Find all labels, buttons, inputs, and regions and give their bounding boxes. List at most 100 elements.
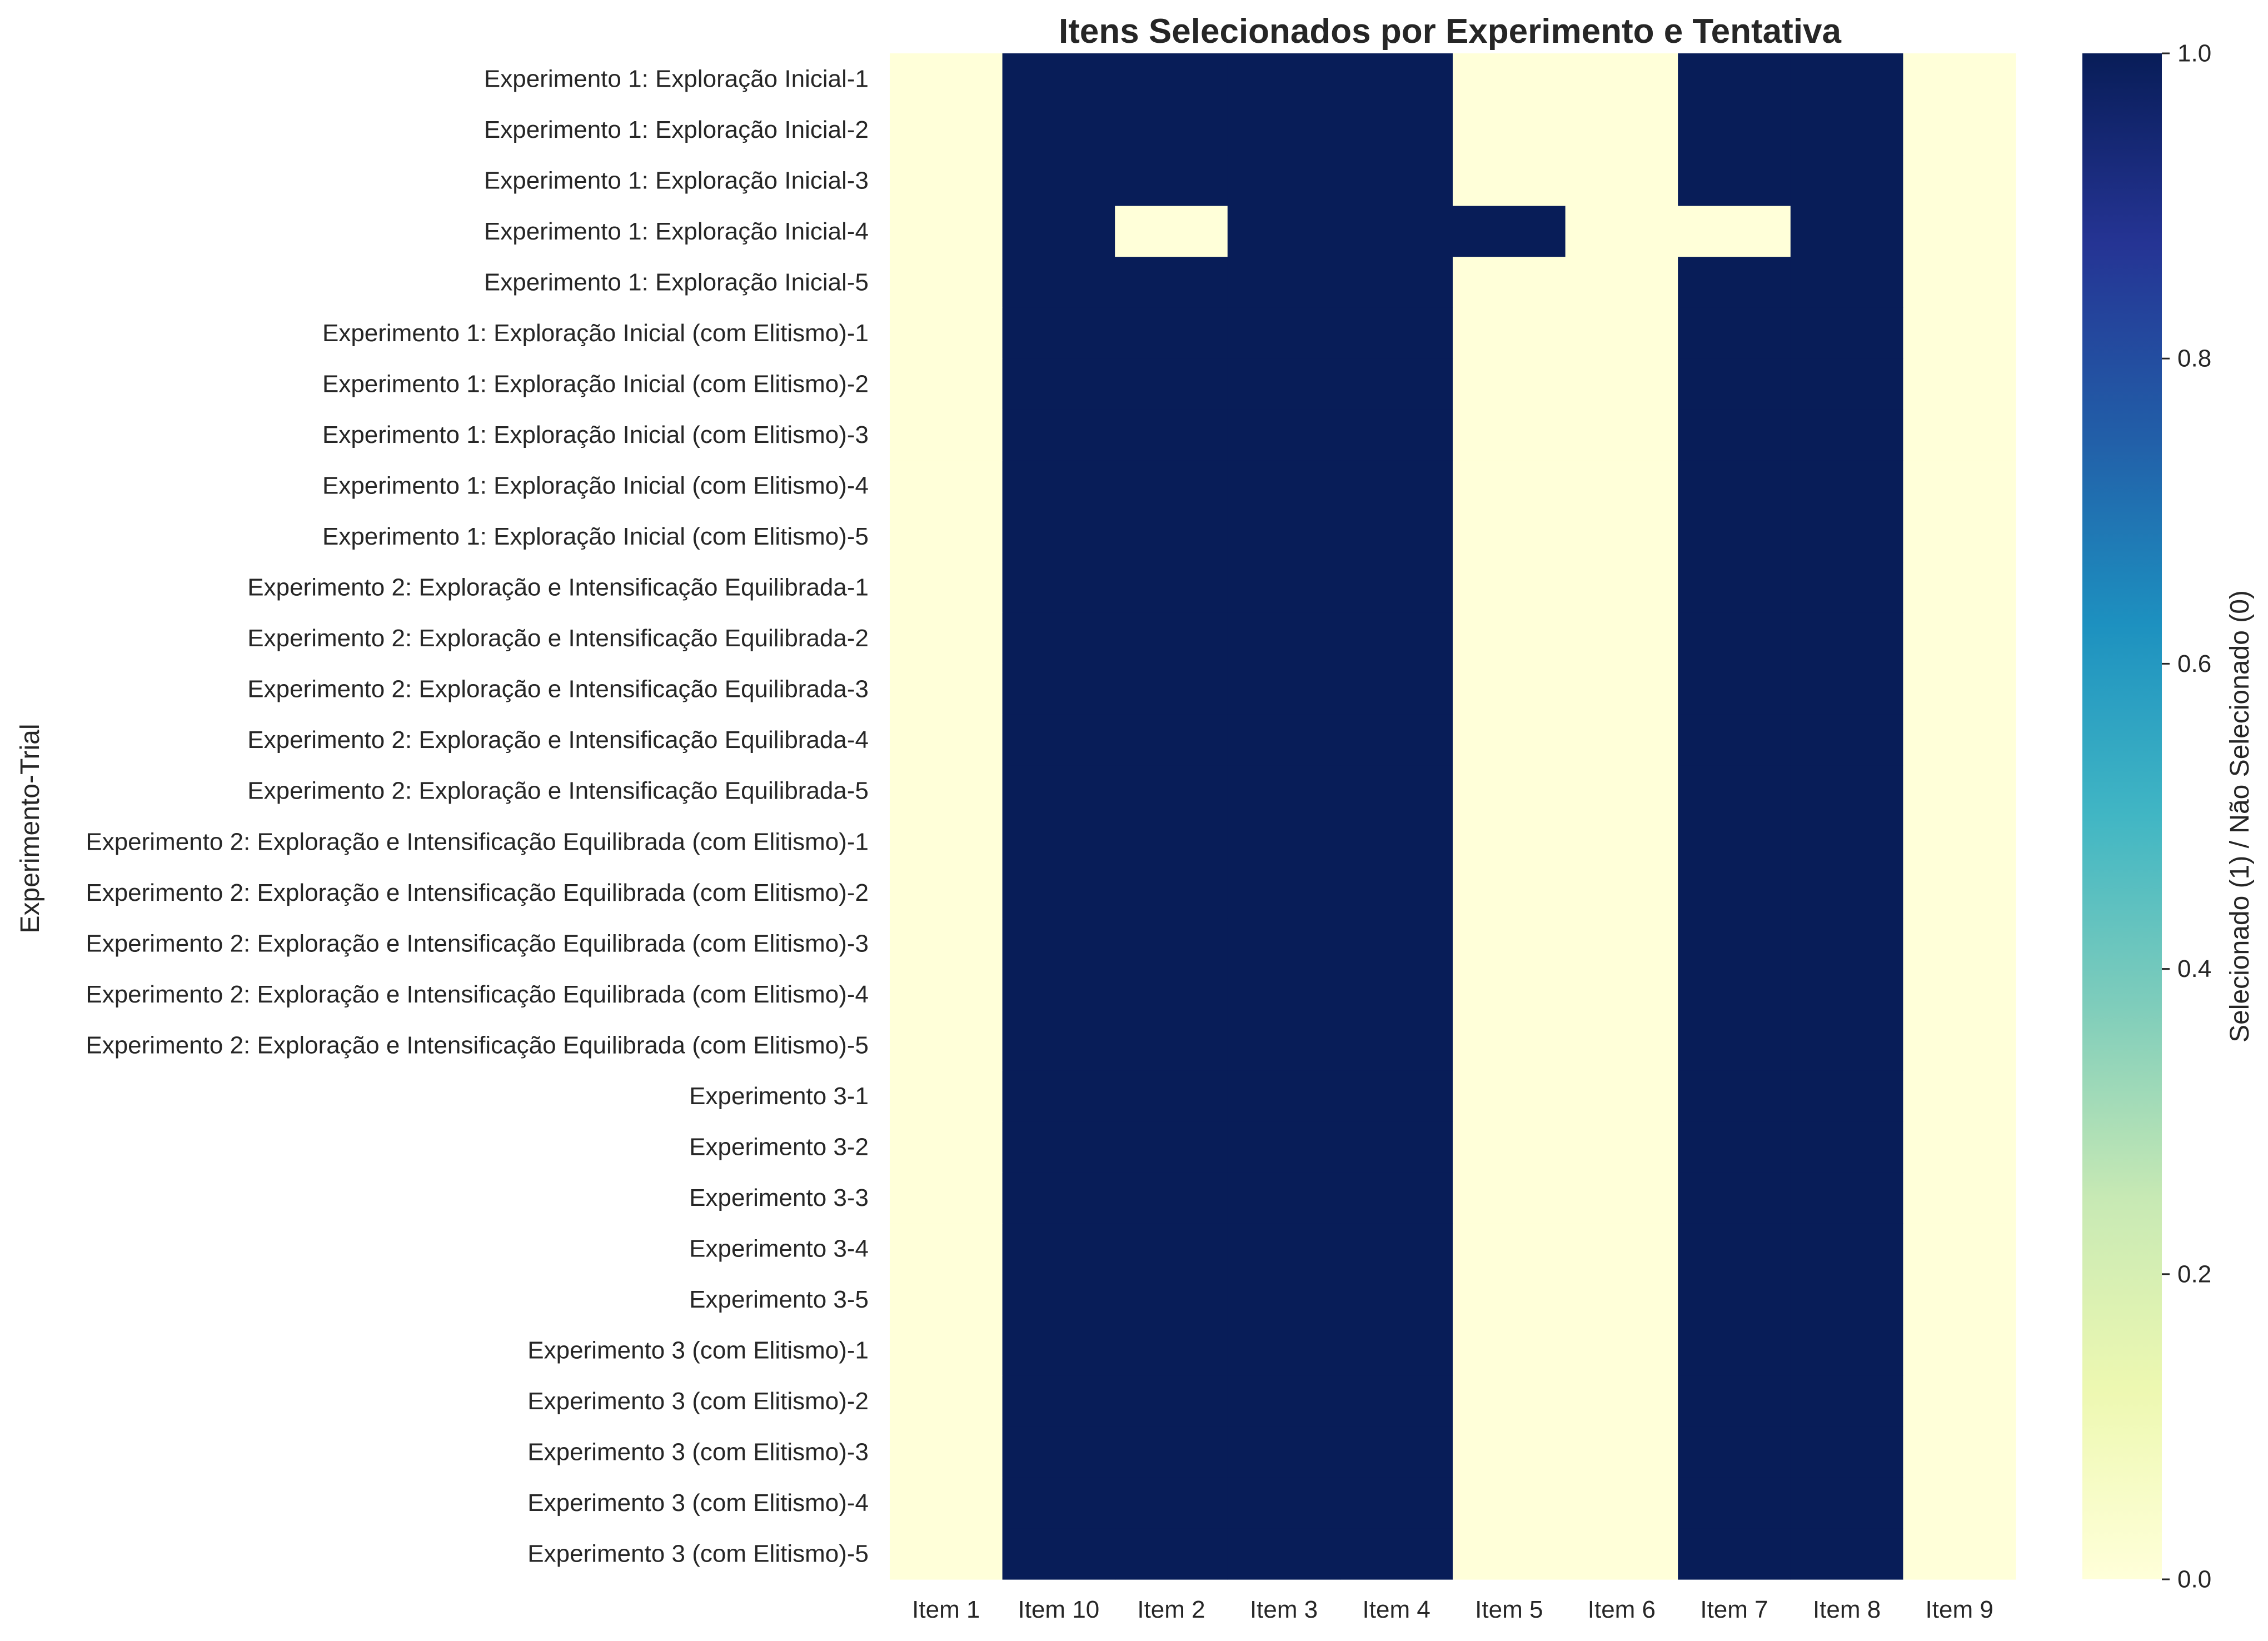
heatmap-cell bbox=[1340, 460, 1453, 512]
heatmap-cell bbox=[1565, 562, 1678, 613]
heatmap-cell bbox=[1565, 765, 1678, 817]
colorbar-gradient bbox=[2082, 53, 2162, 1579]
heatmap-cell bbox=[1227, 307, 1340, 359]
heatmap-cell bbox=[1790, 358, 1903, 410]
heatmap-cell bbox=[1903, 1223, 2016, 1275]
heatmap-cell bbox=[1678, 1375, 1791, 1427]
heatmap-cell bbox=[1115, 562, 1228, 613]
heatmap-cell bbox=[1002, 664, 1115, 715]
heatmap-cell bbox=[1678, 155, 1791, 207]
row-tick-label: Experimento 3 (com Elitismo)-3 bbox=[527, 1439, 869, 1466]
heatmap-cell bbox=[1678, 1121, 1791, 1173]
heatmap-cell bbox=[1115, 816, 1228, 868]
chart-title: Itens Selecionados por Experimento e Ten… bbox=[1059, 12, 1842, 51]
heatmap-cell bbox=[1115, 1223, 1228, 1275]
heatmap-cell bbox=[1340, 1325, 1453, 1376]
heatmap-cell bbox=[890, 867, 1003, 919]
heatmap-cell bbox=[1678, 867, 1791, 919]
heatmap-cell bbox=[1453, 511, 1566, 562]
heatmap-cell bbox=[1453, 562, 1566, 613]
colorbar-tick-label: 0.4 bbox=[2177, 955, 2211, 982]
heatmap-cell bbox=[1790, 1172, 1903, 1224]
colorbar-ticks: 0.0 0.2 0.4 0.6 0.8 1.0 bbox=[2162, 40, 2211, 1593]
heatmap-cell bbox=[1227, 1375, 1340, 1427]
heatmap-cell bbox=[1903, 1426, 2016, 1478]
heatmap-cell bbox=[1115, 409, 1228, 461]
heatmap-cell bbox=[1002, 918, 1115, 970]
heatmap-cell bbox=[1565, 1223, 1678, 1275]
heatmap-cell bbox=[1678, 612, 1791, 664]
heatmap-cell bbox=[1903, 714, 2016, 766]
row-tick-label: Experimento 1: Exploração Inicial-2 bbox=[484, 116, 869, 143]
heatmap-cell bbox=[1790, 1121, 1903, 1173]
heatmap-cell bbox=[1565, 664, 1678, 715]
heatmap-cell bbox=[1678, 206, 1791, 257]
heatmap-cell bbox=[1115, 765, 1228, 817]
heatmap-cell bbox=[1453, 612, 1566, 664]
column-tick-label: Item 9 bbox=[1926, 1596, 1993, 1623]
heatmap-cell bbox=[1340, 867, 1453, 919]
heatmap-cell bbox=[1453, 816, 1566, 868]
heatmap-cell bbox=[1453, 664, 1566, 715]
heatmap-cell bbox=[1002, 867, 1115, 919]
heatmap-cell bbox=[1565, 612, 1678, 664]
heatmap-cell bbox=[1453, 1121, 1566, 1173]
heatmap-cell bbox=[1115, 867, 1228, 919]
heatmap-cell bbox=[1903, 460, 2016, 512]
heatmap-cell bbox=[1115, 1426, 1228, 1478]
heatmap-cell bbox=[1903, 969, 2016, 1020]
heatmap-cell bbox=[1227, 1223, 1340, 1275]
heatmap-cell bbox=[1453, 1528, 1566, 1580]
column-tick-label: Item 10 bbox=[1018, 1596, 1100, 1623]
heatmap-cell bbox=[1002, 358, 1115, 410]
heatmap-cell bbox=[1565, 206, 1678, 257]
heatmap-cell bbox=[1340, 918, 1453, 970]
heatmap-cell bbox=[1115, 460, 1228, 512]
heatmap-cell bbox=[1678, 1223, 1791, 1275]
heatmap-cell bbox=[1227, 612, 1340, 664]
heatmap-cell bbox=[1903, 816, 2016, 868]
heatmap-cell bbox=[1340, 1020, 1453, 1071]
heatmap-cell bbox=[1565, 867, 1678, 919]
heatmap-cell bbox=[1565, 155, 1678, 207]
heatmap-cell bbox=[1002, 1426, 1115, 1478]
row-tick-label: Experimento 2: Exploração e Intensificaç… bbox=[247, 676, 869, 703]
heatmap-cell bbox=[1115, 1121, 1228, 1173]
colorbar-label: Selecionado (1) / Não Selecionado (0) bbox=[2225, 590, 2255, 1043]
heatmap-cell bbox=[1002, 206, 1115, 257]
heatmap-cell bbox=[890, 1325, 1003, 1376]
row-tick-label: Experimento 3-1 bbox=[689, 1083, 869, 1110]
heatmap-cell bbox=[1565, 1325, 1678, 1376]
heatmap-cell bbox=[1340, 1121, 1453, 1173]
heatmap-cell bbox=[1565, 511, 1678, 562]
heatmap-cell bbox=[1565, 1375, 1678, 1427]
heatmap-cell bbox=[1903, 612, 2016, 664]
row-tick-label: Experimento 2: Exploração e Intensificaç… bbox=[247, 777, 869, 805]
row-tick-label: Experimento 1: Exploração Inicial-4 bbox=[484, 218, 869, 245]
row-tick-label: Experimento 2: Exploração e Intensificaç… bbox=[247, 625, 869, 652]
heatmap-cell bbox=[1565, 1528, 1678, 1580]
row-tick-label: Experimento 1: Exploração Inicial-5 bbox=[484, 268, 869, 296]
heatmap-cell bbox=[1340, 1070, 1453, 1122]
heatmap-cell bbox=[1115, 53, 1228, 105]
heatmap-cell bbox=[1790, 612, 1903, 664]
heatmap-cell bbox=[1790, 1426, 1903, 1478]
heatmap-cell bbox=[1340, 714, 1453, 766]
heatmap-cell bbox=[1227, 257, 1340, 308]
heatmap-cell bbox=[1903, 104, 2016, 156]
heatmap-cell bbox=[1227, 511, 1340, 562]
heatmap-cell bbox=[1453, 765, 1566, 817]
heatmap-cell bbox=[1678, 816, 1791, 868]
heatmap-cell bbox=[1115, 714, 1228, 766]
heatmap-cell bbox=[1565, 1426, 1678, 1478]
heatmap-cell bbox=[1678, 511, 1791, 562]
heatmap-cell bbox=[1790, 562, 1903, 613]
heatmap-cell bbox=[1903, 765, 2016, 817]
heatmap-cell bbox=[890, 206, 1003, 257]
heatmap-cell bbox=[1790, 1223, 1903, 1275]
heatmap-cell bbox=[1790, 409, 1903, 461]
heatmap-cell bbox=[890, 257, 1003, 308]
heatmap-cell bbox=[1340, 765, 1453, 817]
heatmap-cell bbox=[1227, 664, 1340, 715]
heatmap-cell bbox=[1790, 765, 1903, 817]
